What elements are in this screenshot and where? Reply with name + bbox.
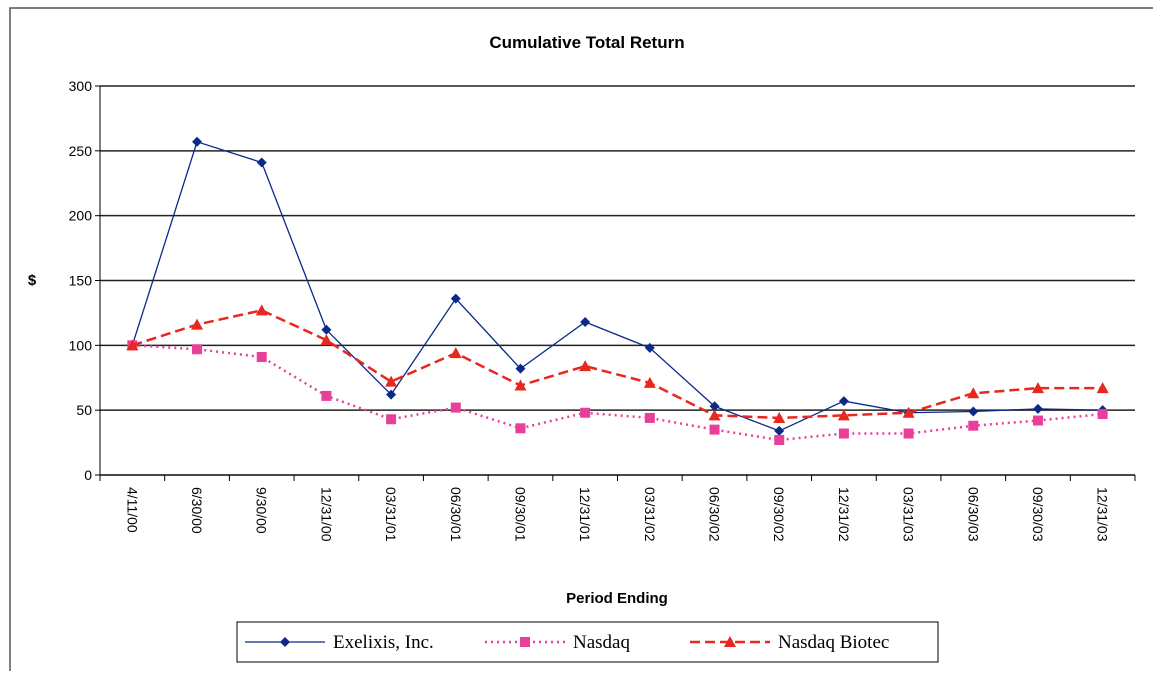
data-point <box>967 387 980 399</box>
data-point <box>643 376 656 388</box>
data-point <box>449 347 462 359</box>
y-tick-label: 100 <box>69 337 93 353</box>
legend: Exelixis, Inc. Nasdaq Nasdaq Biotec <box>245 632 889 653</box>
data-point <box>1097 409 1108 420</box>
data-point <box>1032 415 1043 426</box>
data-point <box>192 344 203 355</box>
legend-label: Nasdaq <box>573 632 630 653</box>
data-point <box>644 342 655 353</box>
x-tick-label: 12/31/02 <box>836 487 852 542</box>
data-point <box>321 390 332 401</box>
data-point <box>838 428 849 439</box>
x-tick-label: 09/30/03 <box>1030 487 1046 542</box>
data-point <box>386 389 397 400</box>
data-point <box>774 425 785 436</box>
x-tick-label: 06/30/01 <box>448 487 464 542</box>
x-tick-label: 03/31/02 <box>642 487 658 542</box>
data-point <box>709 401 720 412</box>
x-tick-label: 12/31/00 <box>318 487 334 542</box>
series-line <box>131 309 1103 420</box>
x-tick-label: 06/30/03 <box>965 487 981 542</box>
data-point <box>386 414 397 425</box>
x-tick-label: 03/31/01 <box>383 487 399 542</box>
data-point <box>902 406 915 418</box>
data-point <box>192 136 203 147</box>
chart-title: Cumulative Total Return <box>489 33 684 52</box>
data-point <box>579 360 592 372</box>
data-point <box>580 407 591 418</box>
x-tick-label: 12/31/01 <box>577 487 593 542</box>
data-point <box>1031 382 1044 394</box>
y-tick-label: 300 <box>69 78 93 94</box>
data-point <box>320 334 333 346</box>
y-tick-label: 0 <box>84 467 92 483</box>
data-point <box>1096 382 1109 394</box>
data-point <box>515 363 526 374</box>
legend-label: Exelixis, Inc. <box>333 632 434 653</box>
x-axis-title: Period Ending <box>566 590 668 607</box>
legend-marker <box>280 637 290 647</box>
y-tick-label: 50 <box>76 402 92 418</box>
series-line <box>131 140 1103 432</box>
x-tick-label: 06/30/02 <box>707 487 723 542</box>
chart-border <box>9 7 1153 676</box>
data-point <box>321 324 332 335</box>
data-point <box>580 316 591 327</box>
x-tick-label: 4/11/00 <box>124 487 140 533</box>
data-point <box>903 428 914 439</box>
data-point <box>256 157 267 168</box>
data-point <box>708 409 721 421</box>
data-point <box>514 379 527 391</box>
data-point <box>256 352 267 363</box>
x-tick-label: 9/30/00 <box>254 487 270 534</box>
x-tick-label: 09/30/02 <box>771 487 787 542</box>
data-point <box>838 396 849 407</box>
x-tick-label: 03/31/03 <box>901 487 917 542</box>
legend-marker <box>724 636 736 647</box>
data-point <box>126 339 139 351</box>
data-point <box>450 402 461 413</box>
x-tick-label: 12/31/03 <box>1095 487 1111 542</box>
legend-marker <box>520 637 530 647</box>
x-tick-label: 6/30/00 <box>189 487 205 534</box>
series-line <box>132 344 1103 442</box>
y-tick-label: 200 <box>69 208 93 224</box>
data-point <box>837 409 850 421</box>
y-axis-title: $ <box>28 272 37 289</box>
data-point <box>191 318 204 330</box>
data-point <box>774 434 785 445</box>
data-point <box>773 411 786 423</box>
y-tick-label: 250 <box>69 143 93 159</box>
legend-box <box>236 621 939 663</box>
data-point <box>255 304 268 316</box>
y-tick-label: 150 <box>69 273 93 289</box>
x-tick-label: 09/30/01 <box>512 487 528 542</box>
data-point <box>644 412 655 423</box>
data-point <box>450 293 461 304</box>
data-point <box>1032 403 1043 414</box>
data-point <box>515 423 526 434</box>
data-point <box>385 375 398 387</box>
data-point <box>968 406 979 417</box>
data-point <box>968 420 979 431</box>
data-point <box>709 424 720 435</box>
legend-label: Nasdaq Biotec <box>778 632 889 653</box>
